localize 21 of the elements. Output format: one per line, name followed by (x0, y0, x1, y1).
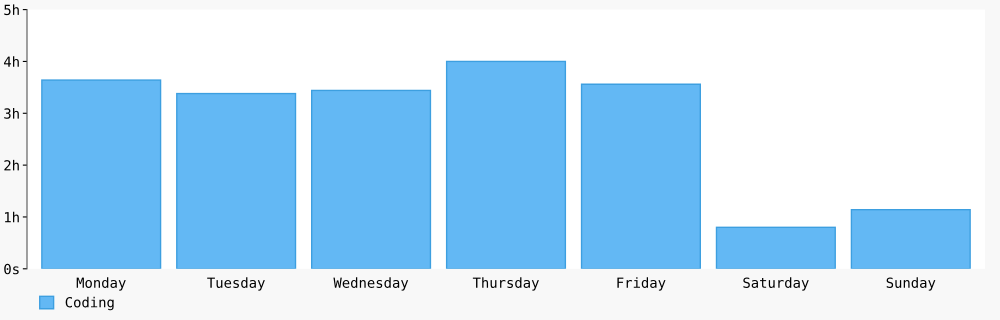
x-tick-label: Tuesday (207, 277, 265, 291)
x-tick-label: Sunday (886, 277, 936, 291)
y-tick-label: 5h (4, 4, 19, 16)
y-tick-label: 0s (4, 264, 19, 274)
bar (41, 79, 162, 269)
bar (176, 92, 296, 269)
y-tick-label: 1h (5, 212, 19, 222)
bar (446, 60, 566, 269)
bar (580, 84, 701, 269)
bar (716, 226, 836, 269)
y-tick-label: 4h (4, 56, 19, 67)
x-tick-label: Saturday (743, 277, 809, 291)
y-tick-label: 2h (4, 160, 19, 170)
y-tick-label: 3h (4, 108, 19, 119)
x-tick-label: Friday (617, 277, 666, 291)
x-tick-label: Monday (76, 277, 126, 291)
bar (850, 209, 971, 269)
legend-label: Coding (66, 296, 114, 310)
bar (311, 90, 432, 269)
x-tick-label: Thursday (472, 277, 539, 291)
x-tick-label: Wednesday (333, 277, 408, 291)
